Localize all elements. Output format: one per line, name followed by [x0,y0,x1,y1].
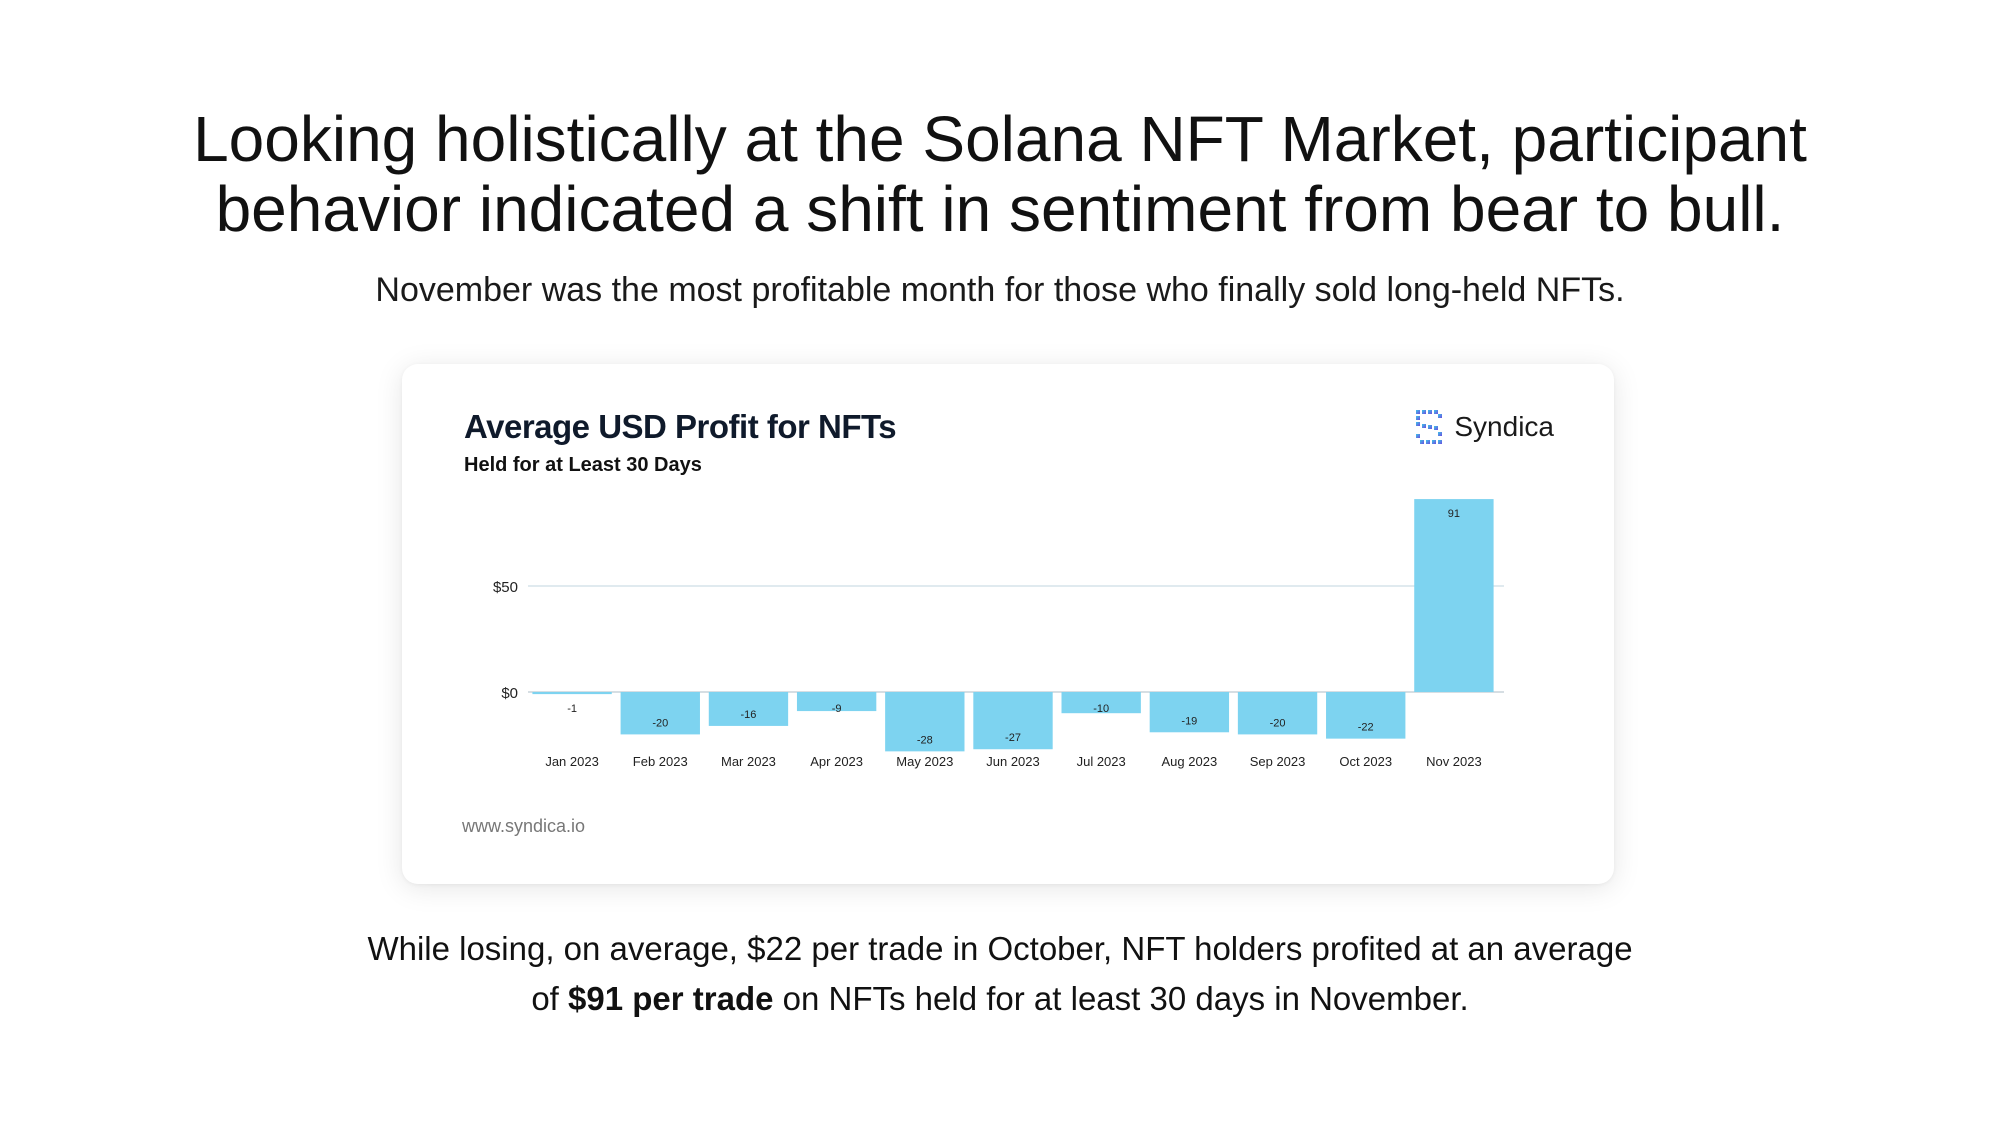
data-label: -1 [567,703,577,715]
x-tick-label: Jan 2023 [545,754,599,769]
data-label: -27 [1005,732,1021,744]
brand-name: Syndica [1454,411,1554,442]
data-label: -20 [1270,717,1286,729]
bar [1237,692,1318,735]
footer-highlight: $91 per trade [568,980,774,1017]
x-tick-label: Jul 2023 [1077,754,1126,769]
source-link[interactable]: www.syndica.io [462,816,586,836]
x-tick-label: Jun 2023 [986,754,1040,769]
bar [708,692,789,726]
chart-title: Average USD Profit for NFTs [464,408,897,445]
footer-line-1: While losing, on average, $22 per trade … [367,930,1633,967]
chart-card: Average USD Profit for NFTs Held for at … [402,364,1614,884]
bar [885,692,965,752]
bar [620,692,700,735]
data-label: -22 [1358,722,1374,734]
y-tick-label: $50 [493,579,518,596]
brand-logo: Syndica [1414,408,1554,446]
bar [1149,692,1230,733]
bar [1414,499,1494,692]
data-label: -9 [832,703,842,715]
bar [532,692,612,695]
bar [1061,692,1141,714]
footer-text: While losing, on average, $22 per trade … [0,924,2000,1024]
data-label: -20 [652,717,668,729]
y-tick-label: $0 [501,685,518,702]
footer-line-2-prefix: of [531,980,569,1017]
data-label: -10 [1093,703,1109,715]
bar-chart: $0 $50 -1 Jan 2023 -20 Feb 2023 -16 Mar 2023 -9 A… [493,499,1504,769]
data-label: 91 [1448,508,1460,520]
x-tick-label: Mar 2023 [721,754,776,769]
subheadline: November was the most profitable month f… [375,271,1625,309]
data-label: -19 [1181,715,1197,727]
chart-subtitle: Held for at Least 30 Days [464,454,702,476]
headline: Looking holistically at the Solana NFT M… [0,104,2000,244]
x-tick-label: Feb 2023 [633,754,688,769]
footer-line-2-suffix: on NFTs held for at least 30 days in Nov… [773,980,1469,1017]
data-label: -28 [917,734,933,746]
x-tick-label: Nov 2023 [1426,754,1482,769]
bar [796,692,877,712]
headline-line-1: Looking holistically at the Solana NFT M… [193,103,1807,175]
bar [1326,692,1406,739]
footer-line-2: of $91 per trade on NFTs held for at lea… [0,974,2000,1024]
x-tick-label: Sep 2023 [1250,754,1306,769]
syndica-logo-icon [1416,410,1443,444]
data-label: -16 [741,709,757,721]
x-tick-label: Apr 2023 [810,754,863,769]
headline-line-2: behavior indicated a shift in sentiment … [215,173,1785,245]
x-tick-label: May 2023 [896,754,953,769]
x-tick-label: Aug 2023 [1162,754,1218,769]
bar [973,692,1053,750]
x-tick-label: Oct 2023 [1339,754,1392,769]
